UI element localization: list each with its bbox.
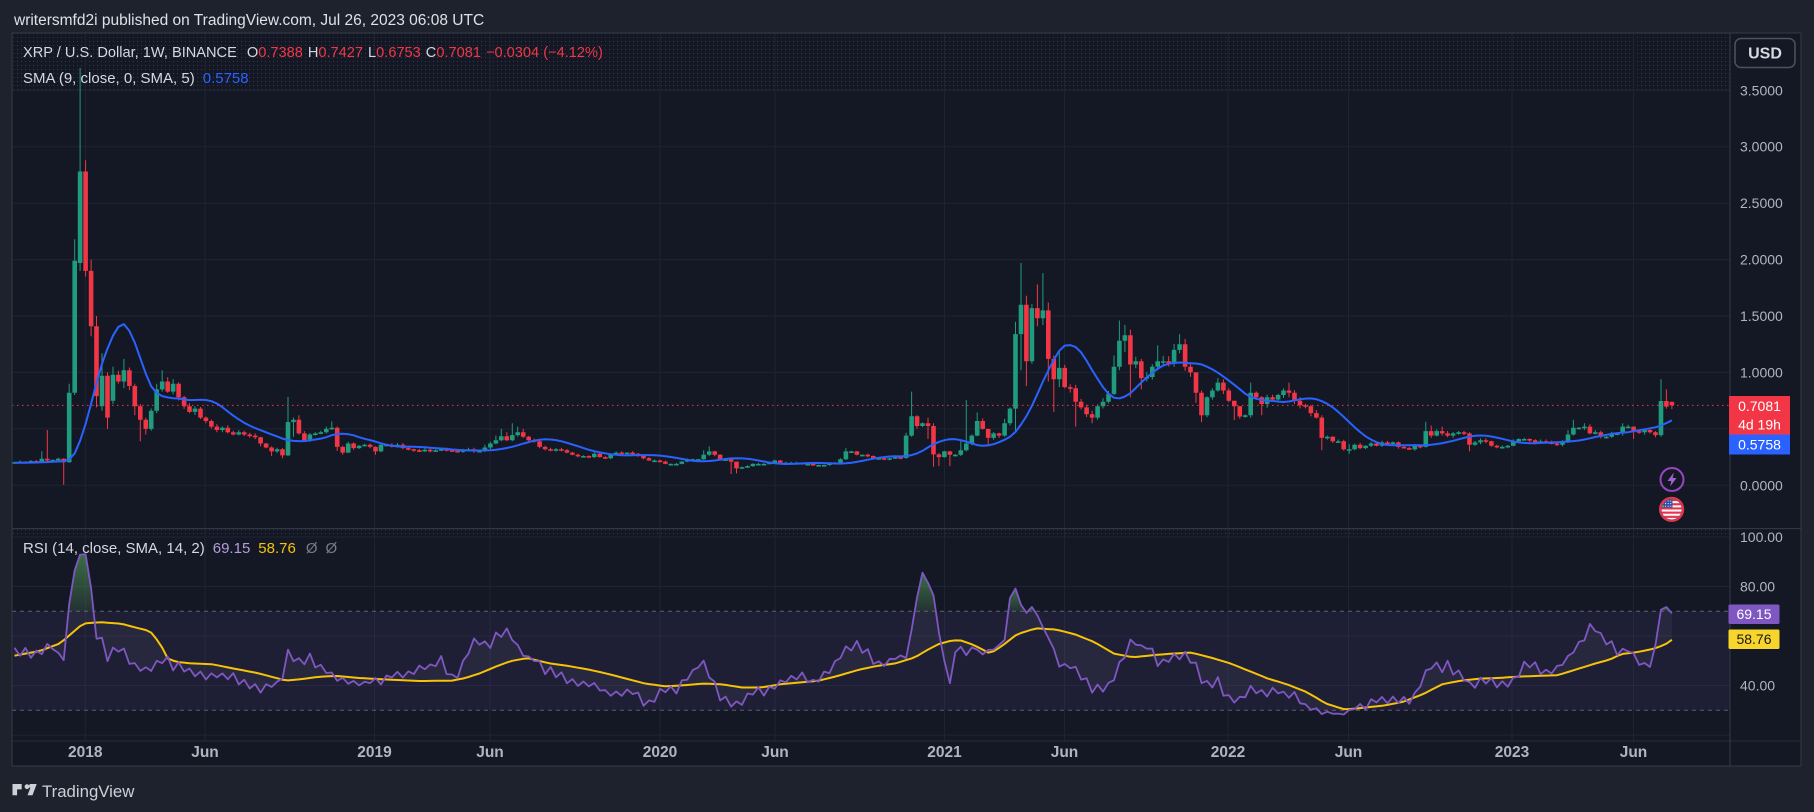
svg-text:Jun: Jun bbox=[1335, 744, 1363, 761]
svg-text:2019: 2019 bbox=[357, 744, 392, 761]
svg-text:1.0000: 1.0000 bbox=[1740, 364, 1783, 380]
svg-text:40.00: 40.00 bbox=[1740, 678, 1775, 694]
svg-text:Jun: Jun bbox=[1051, 744, 1079, 761]
svg-text:69.15: 69.15 bbox=[1736, 606, 1771, 622]
svg-text:100.00: 100.00 bbox=[1740, 529, 1783, 545]
svg-text:writersmfd2i published on Trad: writersmfd2i published on TradingView.co… bbox=[13, 12, 484, 29]
svg-text:RSI (14, close, SMA, 14, 2)69.: RSI (14, close, SMA, 14, 2) 69.15 58.76 Ø Ø bbox=[23, 540, 338, 557]
svg-text:2020: 2020 bbox=[643, 744, 677, 761]
svg-text:Jun: Jun bbox=[191, 744, 219, 761]
svg-text:SMA (9, close, 0, SMA, 5)0.575: SMA (9, close, 0, SMA, 5) 0.5758 bbox=[23, 70, 249, 87]
svg-text:XRP / U.S. Dollar, 1W, BINANCE: XRP / U.S. Dollar, 1W, BINANCE O0.7388 H0.… bbox=[23, 45, 603, 61]
svg-text:Jun: Jun bbox=[761, 744, 789, 761]
svg-text:3.5000: 3.5000 bbox=[1740, 82, 1783, 98]
svg-text:2018: 2018 bbox=[68, 744, 103, 761]
svg-text:0.5758: 0.5758 bbox=[1738, 437, 1781, 453]
svg-text:4d 19h: 4d 19h bbox=[1738, 417, 1781, 433]
svg-text:Jun: Jun bbox=[476, 744, 504, 761]
svg-text:58.76: 58.76 bbox=[1736, 631, 1771, 647]
svg-text:2.5000: 2.5000 bbox=[1740, 195, 1783, 211]
svg-text:2023: 2023 bbox=[1495, 744, 1530, 761]
svg-text:2.0000: 2.0000 bbox=[1740, 252, 1783, 268]
svg-text:USD: USD bbox=[1748, 46, 1782, 63]
svg-text:2022: 2022 bbox=[1211, 744, 1245, 761]
svg-text:80.00: 80.00 bbox=[1740, 579, 1775, 595]
svg-text:0.7081: 0.7081 bbox=[1738, 398, 1781, 414]
svg-text:2021: 2021 bbox=[927, 744, 962, 761]
svg-text:TradingView: TradingView bbox=[42, 782, 135, 801]
svg-text:Jun: Jun bbox=[1620, 744, 1648, 761]
svg-text:3.0000: 3.0000 bbox=[1740, 139, 1783, 155]
svg-text:0.0000: 0.0000 bbox=[1740, 477, 1783, 493]
svg-text:1.5000: 1.5000 bbox=[1740, 308, 1783, 324]
